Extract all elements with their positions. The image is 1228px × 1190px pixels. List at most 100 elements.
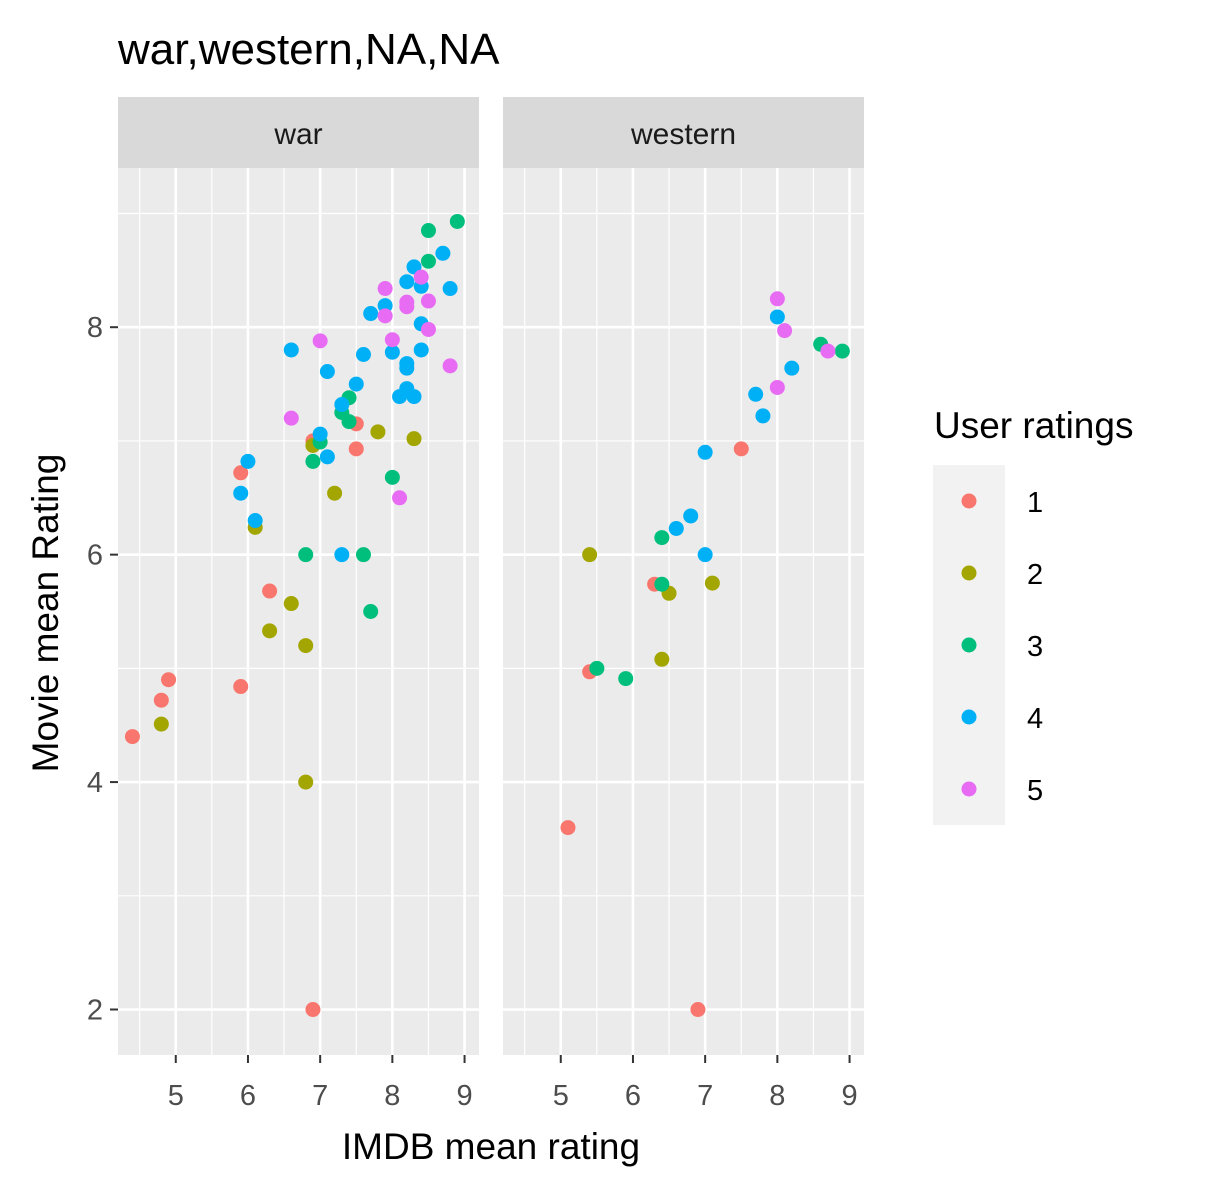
x-tick-label: 8 <box>384 1080 400 1112</box>
data-point <box>298 638 314 654</box>
series-1 <box>560 441 749 1018</box>
y-tick-label: 8 <box>87 312 103 344</box>
legend-title: User ratings <box>934 405 1133 446</box>
data-point <box>413 269 429 285</box>
data-point <box>341 414 357 430</box>
series-4 <box>668 309 800 563</box>
data-point <box>733 441 749 457</box>
x-tick-label: 9 <box>841 1080 857 1112</box>
data-point <box>348 376 364 392</box>
y-tick-label: 4 <box>87 767 103 799</box>
y-tick-label: 6 <box>87 540 103 572</box>
facet-panels: war 5 6 7 8 9 2 4 6 8 western 5 6 7 8 9 <box>87 97 864 1112</box>
data-point <box>704 575 720 591</box>
x-tick-label: 5 <box>553 1080 569 1112</box>
data-point <box>377 308 393 324</box>
panel-war: war 5 6 7 8 9 2 4 6 8 <box>87 97 479 1112</box>
data-point <box>355 547 371 563</box>
legend-key <box>961 709 977 725</box>
legend-entry: 5 <box>961 775 1043 807</box>
data-point <box>697 444 713 460</box>
data-point <box>348 441 364 457</box>
legend-label: 2 <box>1027 559 1043 591</box>
chart-title: war,western,NA,NA <box>117 25 500 74</box>
legend-key <box>961 637 977 653</box>
data-point <box>420 253 436 269</box>
data-point <box>233 465 249 481</box>
data-point <box>384 332 400 348</box>
x-tick-label: 7 <box>312 1080 328 1112</box>
data-point <box>124 729 140 745</box>
data-point <box>384 469 400 485</box>
data-point <box>377 281 393 297</box>
series-2 <box>582 547 720 667</box>
data-point <box>233 679 249 695</box>
data-point <box>370 424 386 440</box>
legend-key <box>961 781 977 797</box>
data-point <box>305 453 321 469</box>
data-point <box>668 520 684 536</box>
data-point <box>755 408 771 424</box>
data-point <box>153 716 169 732</box>
data-point <box>161 672 177 688</box>
data-point <box>240 453 256 469</box>
data-point <box>449 213 465 229</box>
data-point <box>283 342 299 358</box>
y-axis-title: Movie mean Rating <box>25 454 66 773</box>
legend-entry: 4 <box>961 703 1043 735</box>
data-point <box>363 306 379 322</box>
data-point <box>683 508 699 524</box>
data-point <box>582 547 598 563</box>
data-point <box>618 671 634 687</box>
data-point <box>283 410 299 426</box>
data-point <box>334 547 350 563</box>
x-axis-title: IMDB mean rating <box>342 1126 640 1167</box>
facet-strip <box>503 97 864 168</box>
legend-label: 1 <box>1027 487 1043 519</box>
data-point <box>748 386 764 402</box>
data-point <box>654 651 670 667</box>
data-point <box>784 360 800 376</box>
x-tick-label: 6 <box>625 1080 641 1112</box>
series-5 <box>283 269 458 506</box>
data-point <box>392 490 408 506</box>
data-point <box>560 820 576 836</box>
data-point <box>312 333 328 349</box>
data-point <box>319 364 335 380</box>
legend-entries: 1 2 3 4 5 <box>961 487 1043 807</box>
data-point <box>697 547 713 563</box>
data-point <box>769 379 785 395</box>
data-point <box>399 274 415 290</box>
legend-entry: 3 <box>961 631 1043 663</box>
legend-label: 3 <box>1027 631 1043 663</box>
data-point <box>420 293 436 309</box>
legend-label: 4 <box>1027 703 1043 735</box>
panel-western: western 5 6 7 8 9 <box>503 97 864 1112</box>
data-point <box>233 485 249 501</box>
facet-strip <box>118 97 479 168</box>
data-point <box>298 547 314 563</box>
data-point <box>834 343 850 359</box>
data-point <box>399 360 415 376</box>
data-point <box>769 291 785 307</box>
data-point <box>442 358 458 374</box>
data-point <box>153 692 169 708</box>
data-point <box>406 389 422 405</box>
data-point <box>413 342 429 358</box>
panel-background <box>118 168 479 1055</box>
data-point <box>283 596 299 612</box>
data-point <box>262 623 278 639</box>
data-point <box>777 323 793 339</box>
legend: User ratings 1 2 3 4 5 <box>933 405 1133 825</box>
data-point <box>654 530 670 546</box>
data-point <box>247 513 263 529</box>
data-point <box>363 604 379 619</box>
legend-key <box>961 493 977 509</box>
x-tick-label: 5 <box>168 1080 184 1112</box>
data-point <box>420 321 436 337</box>
x-tick-label: 9 <box>456 1080 472 1112</box>
x-tick-label: 8 <box>769 1080 785 1112</box>
data-point <box>355 346 371 362</box>
data-point <box>399 299 415 315</box>
